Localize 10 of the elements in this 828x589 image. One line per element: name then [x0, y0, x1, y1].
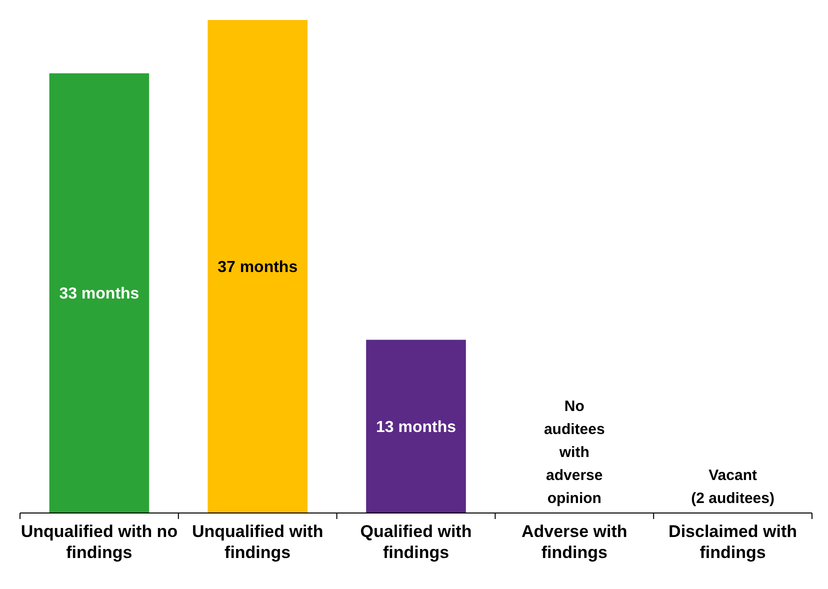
x-tick-label: Adverse with findings — [521, 522, 628, 562]
x-tick-label: Unqualified with findings — [192, 522, 324, 562]
x-tick-label: Qualified with findings — [360, 522, 472, 562]
annotation: Vacant (2 auditees) — [691, 467, 774, 507]
data-label: 33 months — [59, 286, 140, 303]
data-label: 13 months — [376, 418, 456, 436]
x-tick-label: Unqualified with no findings — [20, 522, 178, 562]
x-tick-label: Disclaimed with findings — [668, 522, 798, 562]
annotation: No auditees with adverse opinion — [544, 398, 605, 507]
data-label: 37 months — [218, 259, 298, 276]
